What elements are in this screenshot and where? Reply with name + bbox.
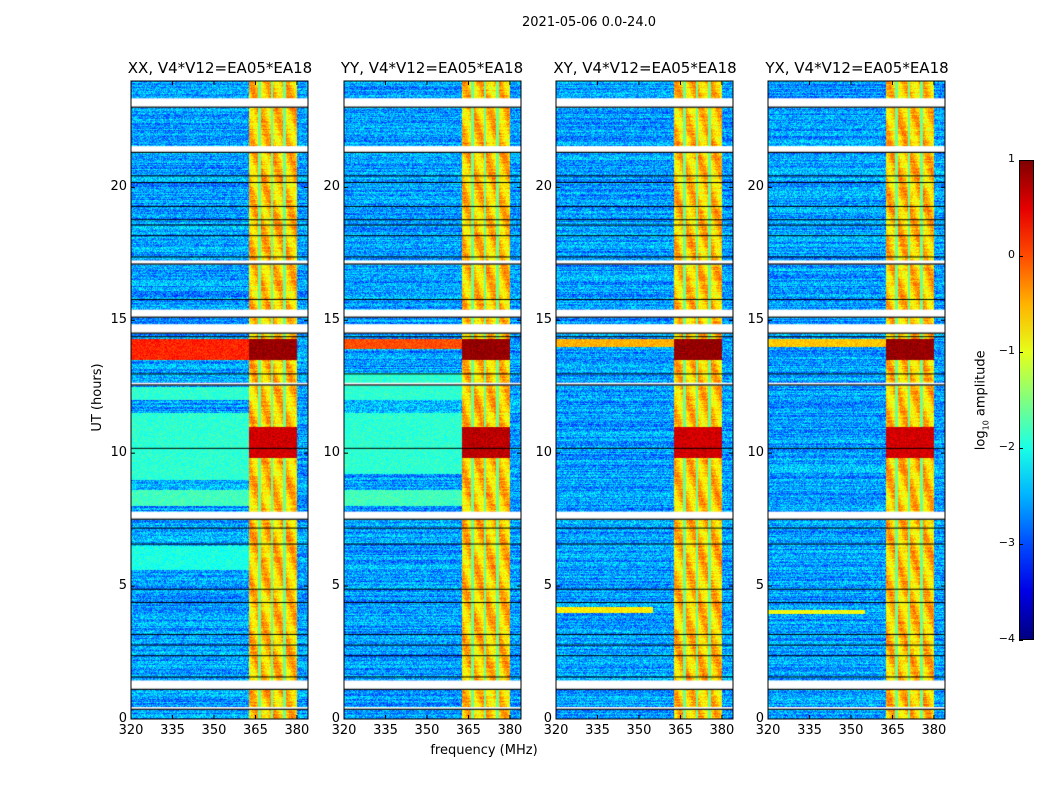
colorbar-tick-label: 0 (1008, 248, 1015, 261)
panel-title-yy: YY, V4*V12=EA05*EA18 (340, 59, 524, 77)
y-tick-label: 5 (118, 578, 127, 594)
y-tick-label: 0 (543, 711, 552, 726)
x-tick-label: 335 (797, 723, 822, 738)
panel-title-xx: XX, V4*V12=EA05*EA18 (127, 59, 313, 77)
x-tick-label: 320 (755, 723, 781, 738)
x-tick-label: 380 (921, 723, 947, 738)
axes-frame (555, 80, 734, 720)
colorbar-label-sub: 10 (981, 420, 991, 431)
axes-frame (130, 80, 309, 720)
y-tick-label: 20 (747, 179, 764, 195)
panel-title-yx: YX, V4*V12=EA05*EA18 (765, 59, 949, 77)
heatmap-panel-xx (130, 80, 309, 720)
x-tick-label: 320 (543, 723, 569, 738)
x-tick-label: 350 (626, 723, 652, 738)
colorbar-tick-mark (1019, 448, 1023, 449)
y-axis-label: UT (hours) (90, 363, 105, 432)
colorbar-tick-mark (1019, 544, 1023, 545)
y-tick-label: 15 (323, 312, 340, 328)
x-tick-label: 350 (201, 723, 227, 738)
colorbar-tick-mark (1019, 160, 1023, 161)
heatmap-xy (556, 81, 733, 719)
x-axis-label: frequency (MHz) (430, 743, 538, 758)
y-tick-label: 5 (331, 578, 340, 594)
y-tick-label: 10 (110, 445, 127, 461)
x-tick-label: 320 (118, 723, 144, 738)
y-tick-label: 5 (543, 578, 552, 594)
x-tick-label: 335 (373, 723, 398, 738)
heatmap-yy (344, 81, 521, 719)
colorbar-tick-label: −3 (998, 536, 1015, 549)
heatmap-yx (768, 81, 945, 719)
colorbar (1019, 160, 1034, 640)
x-tick-label: 365 (880, 723, 905, 738)
y-tick-label: 10 (747, 445, 764, 461)
x-tick-label: 335 (160, 723, 185, 738)
x-tick-label: 365 (456, 723, 481, 738)
x-tick-label: 380 (709, 723, 735, 738)
axes-border (343, 80, 522, 720)
axes-frame (343, 80, 522, 720)
x-tick-label: 335 (585, 723, 610, 738)
heatmap-panel-yy (343, 80, 522, 720)
colorbar-tick-label: −2 (998, 440, 1015, 453)
y-tick-label: 0 (118, 711, 127, 726)
colorbar-tick-label: −1 (998, 344, 1015, 357)
panel-title-xy: XY, V4*V12=EA05*EA18 (553, 59, 737, 77)
x-tick-label: 365 (668, 723, 693, 738)
y-tick-label: 20 (323, 179, 340, 195)
axes-border (767, 80, 946, 720)
y-tick-label: 10 (535, 445, 552, 461)
axes-border (555, 80, 734, 720)
x-tick-label: 380 (284, 723, 310, 738)
colorbar-tick-mark (1019, 256, 1023, 257)
colorbar-label-rest: amplitude (973, 350, 989, 421)
axes-border (130, 80, 309, 720)
x-tick-label: 350 (414, 723, 440, 738)
axes-frame (767, 80, 946, 720)
y-tick-label: 10 (323, 445, 340, 461)
figure-title: 2021-05-06 0.0-24.0 (522, 15, 656, 30)
colorbar-tick-label: −4 (998, 632, 1015, 645)
x-tick-label: 380 (497, 723, 523, 738)
y-tick-label: 20 (110, 179, 127, 195)
heatmap-xx (131, 81, 308, 719)
colorbar-tick-mark (1019, 640, 1023, 641)
heatmap-panel-xy (555, 80, 734, 720)
y-tick-label: 15 (110, 312, 127, 328)
x-tick-label: 320 (331, 723, 357, 738)
heatmap-panel-yx (767, 80, 946, 720)
colorbar-tick-mark (1019, 352, 1023, 353)
y-tick-label: 15 (747, 312, 764, 328)
x-tick-label: 365 (243, 723, 268, 738)
y-tick-label: 0 (331, 711, 340, 726)
y-tick-label: 15 (535, 312, 552, 328)
y-tick-label: 20 (535, 179, 552, 195)
x-tick-label: 350 (838, 723, 864, 738)
y-tick-label: 0 (755, 711, 764, 726)
colorbar-tick-label: 1 (1008, 152, 1015, 165)
y-tick-label: 5 (755, 578, 764, 594)
